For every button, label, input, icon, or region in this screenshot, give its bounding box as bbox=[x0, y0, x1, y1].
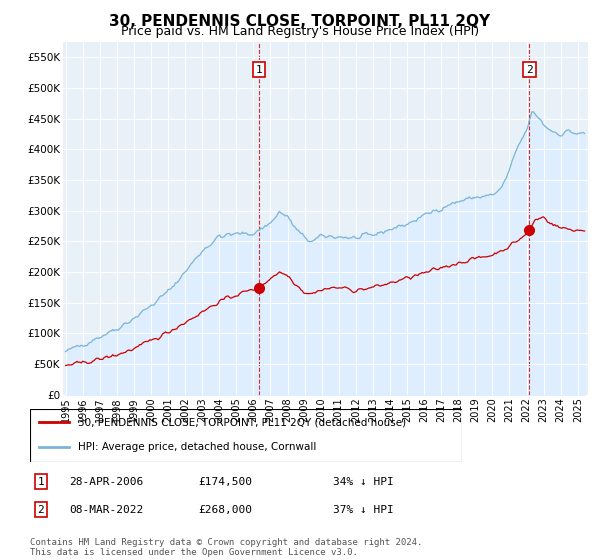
Text: 08-MAR-2022: 08-MAR-2022 bbox=[69, 505, 143, 515]
Text: 30, PENDENNIS CLOSE, TORPOINT, PL11 2QY: 30, PENDENNIS CLOSE, TORPOINT, PL11 2QY bbox=[109, 14, 491, 29]
Text: 34% ↓ HPI: 34% ↓ HPI bbox=[333, 477, 394, 487]
Text: £268,000: £268,000 bbox=[198, 505, 252, 515]
Text: 28-APR-2006: 28-APR-2006 bbox=[69, 477, 143, 487]
Text: 37% ↓ HPI: 37% ↓ HPI bbox=[333, 505, 394, 515]
Text: 1: 1 bbox=[256, 64, 262, 74]
Text: 2: 2 bbox=[526, 64, 533, 74]
Text: Price paid vs. HM Land Registry's House Price Index (HPI): Price paid vs. HM Land Registry's House … bbox=[121, 25, 479, 38]
Text: Contains HM Land Registry data © Crown copyright and database right 2024.
This d: Contains HM Land Registry data © Crown c… bbox=[30, 538, 422, 557]
Text: £174,500: £174,500 bbox=[198, 477, 252, 487]
Text: 30, PENDENNIS CLOSE, TORPOINT, PL11 2QY (detached house): 30, PENDENNIS CLOSE, TORPOINT, PL11 2QY … bbox=[77, 417, 406, 427]
Text: 2: 2 bbox=[37, 505, 44, 515]
Text: 1: 1 bbox=[37, 477, 44, 487]
Text: HPI: Average price, detached house, Cornwall: HPI: Average price, detached house, Corn… bbox=[77, 442, 316, 452]
